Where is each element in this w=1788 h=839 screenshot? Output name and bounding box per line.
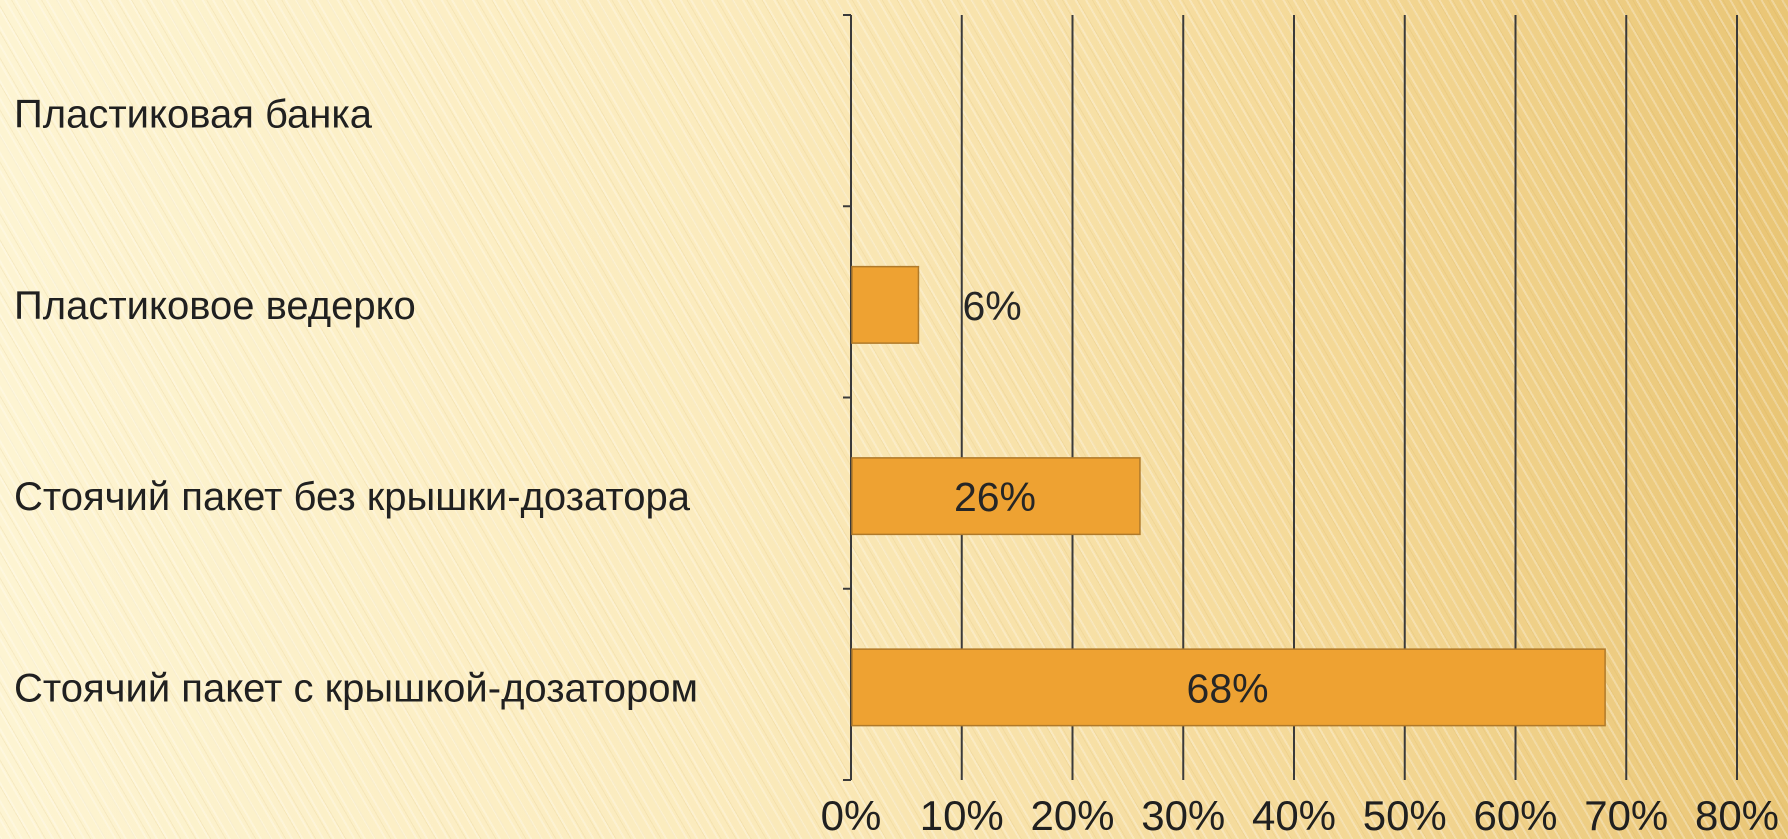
x-tick-label: 10% [920, 792, 1004, 839]
data-label: 6% [962, 283, 1021, 329]
x-tick-label: 60% [1473, 792, 1557, 839]
bar [851, 648, 1606, 727]
x-tick-label: 80% [1695, 792, 1779, 839]
category-labels: Пластиковая банка Пластиковое ведерко Стоя… [14, 93, 698, 711]
x-tick-label: 70% [1584, 792, 1668, 839]
data-label: 26% [954, 474, 1036, 520]
bar [851, 457, 1141, 536]
x-tick-label: 40% [1252, 792, 1336, 839]
x-tick-label: 30% [1141, 792, 1225, 839]
data-label: 68% [1187, 665, 1269, 711]
category-label: Пластиковое ведерко [14, 284, 416, 328]
x-axis-tick-labels: 0% 10% 20% 30% 40% 50% 60% 70% 80% [821, 792, 1779, 839]
category-axis [843, 14, 852, 781]
x-tick-label: 0% [821, 792, 882, 839]
x-tick-label: 50% [1363, 792, 1447, 839]
bars: 6% 26% 68% [851, 265, 1606, 727]
gridlines [960, 15, 1738, 780]
x-tick-label: 20% [1030, 792, 1114, 839]
bar [851, 265, 920, 344]
category-label: Стоячий пакет с крышкой-дозатором [14, 666, 698, 710]
category-label: Стоячий пакет без крышки-дозатора [14, 475, 691, 519]
category-label: Пластиковая банка [14, 93, 373, 137]
